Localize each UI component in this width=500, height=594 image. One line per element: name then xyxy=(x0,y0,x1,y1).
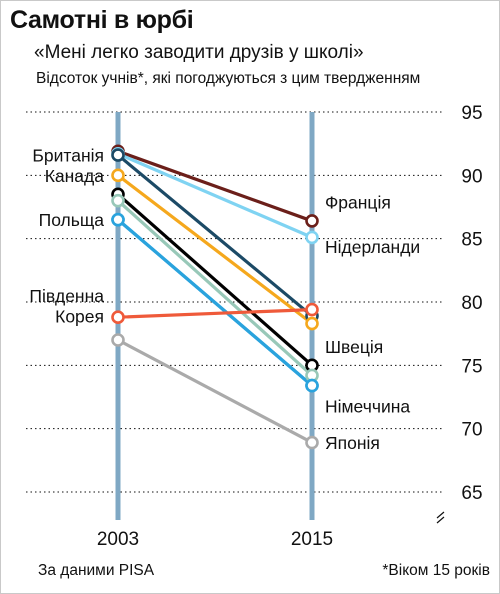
series-marker xyxy=(111,193,125,208)
series-marker xyxy=(305,230,319,245)
series-marker xyxy=(111,310,125,325)
y-tick-label: 70 xyxy=(461,420,482,441)
series-marker xyxy=(111,212,125,227)
x-tick-labels: 2003 2015 xyxy=(97,529,333,550)
y-tick-label: 75 xyxy=(461,356,482,377)
series-line xyxy=(116,199,314,378)
series-lines xyxy=(116,149,314,445)
series-marker xyxy=(305,214,319,228)
y-tick-label: 65 xyxy=(461,483,482,504)
source-note: За даними PISA xyxy=(38,562,155,579)
series-line xyxy=(116,308,314,319)
x-tick-label: 2003 xyxy=(97,529,139,550)
y-tick-label: 85 xyxy=(461,230,482,251)
series-marker xyxy=(111,168,125,183)
country-label: Німеччина xyxy=(325,396,410,416)
chart-title: Самотні в юрбі xyxy=(10,6,194,34)
axis-break-mark xyxy=(436,511,445,524)
series-marker xyxy=(111,148,125,162)
country-label: Японія xyxy=(325,433,380,453)
series-line xyxy=(116,218,314,388)
country-label: Корея xyxy=(55,306,104,326)
country-label: Канада xyxy=(45,166,105,186)
series-marker xyxy=(111,333,125,347)
series-marker xyxy=(305,302,319,317)
series-marker xyxy=(305,378,319,393)
chart-description: Відсоток учнів*, які погоджуються з цим … xyxy=(36,70,421,87)
series-line xyxy=(116,338,314,445)
x-tick-label: 2015 xyxy=(291,529,333,550)
series-line xyxy=(116,192,314,367)
footnote: *Віком 15 років xyxy=(382,562,490,579)
series-line xyxy=(116,153,314,318)
y-tick-label: 80 xyxy=(461,293,482,314)
series-line xyxy=(116,152,314,239)
series-line xyxy=(116,173,314,326)
axis-break-glyph xyxy=(436,511,445,524)
country-label: Нідерланди xyxy=(325,237,420,257)
country-label: Польща xyxy=(39,210,105,230)
series-marker xyxy=(305,435,319,450)
y-tick-label: 95 xyxy=(461,103,482,124)
country-label: Франція xyxy=(325,192,391,212)
country-label: Південна xyxy=(29,286,104,306)
country-label: Швеція xyxy=(325,337,383,357)
series-marker xyxy=(305,316,319,331)
series-line xyxy=(116,149,314,223)
y-tick-label: 90 xyxy=(461,166,482,187)
y-tick-labels: 65 70 75 80 85 90 95 xyxy=(461,103,482,504)
chart-subtitle: «Мені легко заводити друзів у школі» xyxy=(34,42,364,63)
series-markers xyxy=(111,144,319,450)
country-label: Британія xyxy=(32,146,104,166)
